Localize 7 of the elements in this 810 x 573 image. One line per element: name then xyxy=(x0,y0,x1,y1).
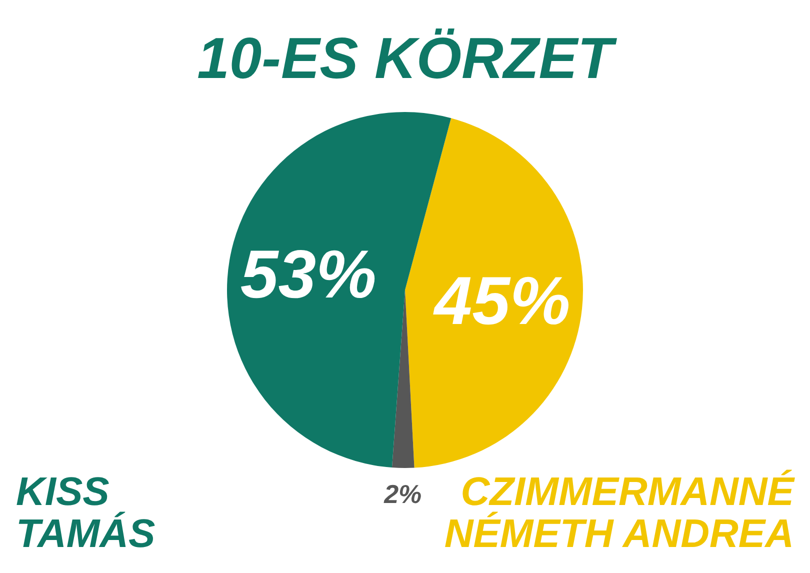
pie-slice xyxy=(405,118,583,468)
slice-label: KISS TAMÁS xyxy=(16,470,156,556)
chart-title: 10-ES KÖRZET xyxy=(197,26,618,91)
data-label: 53% xyxy=(240,236,377,312)
slice-label: CZIMMERMANNÉ NÉMETH ANDREA xyxy=(444,469,796,556)
data-label: 2% xyxy=(383,479,422,510)
data-label: 45% xyxy=(432,263,570,340)
